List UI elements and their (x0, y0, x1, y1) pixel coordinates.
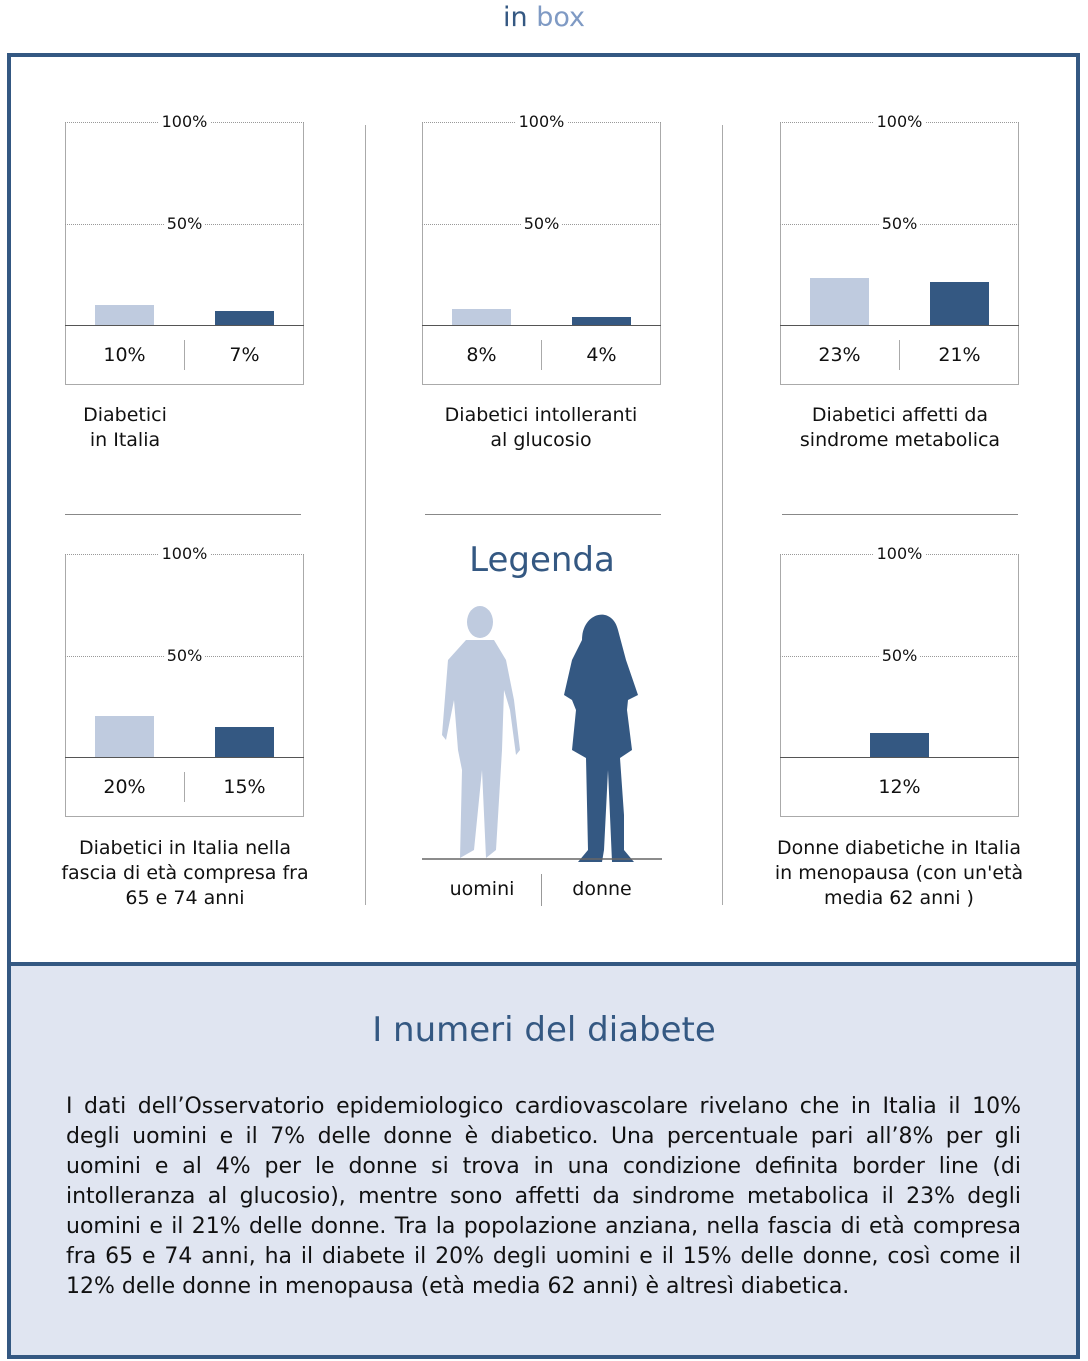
brand-in: in (502, 2, 528, 33)
bar-chart: 100% 50% 23% 21% (780, 112, 1019, 385)
baseline (65, 757, 304, 758)
woman-silhouette-icon (564, 614, 638, 862)
bar-chart: 100% 50% 12% (780, 544, 1019, 817)
chart-caption: Diabetici intolleranti al glucosio (444, 404, 638, 451)
chart-box (422, 122, 661, 385)
bar-donne (215, 310, 274, 325)
section-title: I numeri del diabete (372, 1010, 716, 1050)
chart-box (780, 554, 1019, 817)
bar-chart: 100% 50% 8% 4% (422, 112, 661, 385)
tick-label: 50% (65, 645, 304, 665)
value-label: 21% (938, 344, 981, 366)
row-divider (782, 514, 1018, 515)
value-label: 12% (878, 776, 921, 798)
tick-label: 50% (422, 213, 661, 233)
chart-caption: Diabetici affetti da sindrome metabolica (799, 404, 1001, 451)
legend-label-uomini: uomini (449, 878, 515, 900)
column-divider (365, 125, 366, 905)
tick-label: 50% (780, 645, 1019, 665)
bar-donne (572, 316, 631, 325)
chart-box (65, 554, 304, 817)
chart-caption: Diabetici in Italia nella fascia di età … (61, 837, 309, 909)
legend-separator (541, 874, 542, 906)
bar-uomini (810, 278, 869, 325)
baseline (780, 757, 1019, 758)
bar-uomini (95, 716, 154, 757)
baseline (422, 325, 661, 326)
brand-box: box (527, 2, 585, 33)
row-divider (425, 514, 661, 515)
brand-logo: in box (0, 0, 1088, 36)
baseline (780, 325, 1019, 326)
tick-label: 100% (65, 544, 304, 563)
bar-donne (215, 726, 274, 757)
value-label: 20% (103, 776, 146, 798)
legend-label-donne: donne (572, 878, 632, 900)
chart-box (65, 122, 304, 385)
value-label: 7% (229, 344, 260, 366)
value-separator (184, 340, 185, 370)
column-divider (722, 125, 723, 905)
tick-label: 100% (780, 544, 1019, 563)
bar-donne (930, 282, 989, 325)
value-separator (899, 340, 900, 370)
row-divider (65, 514, 301, 515)
legend-silhouettes (422, 606, 662, 862)
tick-label: 100% (780, 112, 1019, 131)
legend-title: Legenda (469, 540, 615, 580)
chart-caption: Donne diabetiche in Italia in menopausa … (774, 837, 1024, 909)
section-text: I dati dell’Osservatorio epidemiologico … (66, 1094, 1021, 1299)
value-separator (541, 340, 542, 370)
baseline (65, 325, 304, 326)
value-separator (184, 772, 185, 802)
tick-label: 100% (65, 112, 304, 131)
value-label: 15% (223, 776, 266, 798)
value-label: 4% (586, 344, 617, 366)
value-label: 8% (466, 344, 497, 366)
chart-box (780, 122, 1019, 385)
tick-label: 50% (65, 213, 304, 233)
bar-uomini (95, 304, 154, 325)
man-silhouette-icon (442, 606, 520, 858)
value-label: 23% (818, 344, 861, 366)
bar-chart: 100% 50% 10% 7% (65, 112, 304, 385)
bar-uomini (452, 308, 511, 325)
tick-label: 50% (780, 213, 1019, 233)
tick-label: 100% (422, 112, 661, 131)
bar-donne (870, 732, 929, 757)
chart-caption: Diabetici in Italia (83, 404, 167, 451)
text-panel (11, 962, 1076, 1355)
bar-chart: 100% 50% 20% 15% (65, 544, 304, 817)
infographic-frame (7, 53, 1080, 1359)
value-label: 10% (103, 344, 146, 366)
